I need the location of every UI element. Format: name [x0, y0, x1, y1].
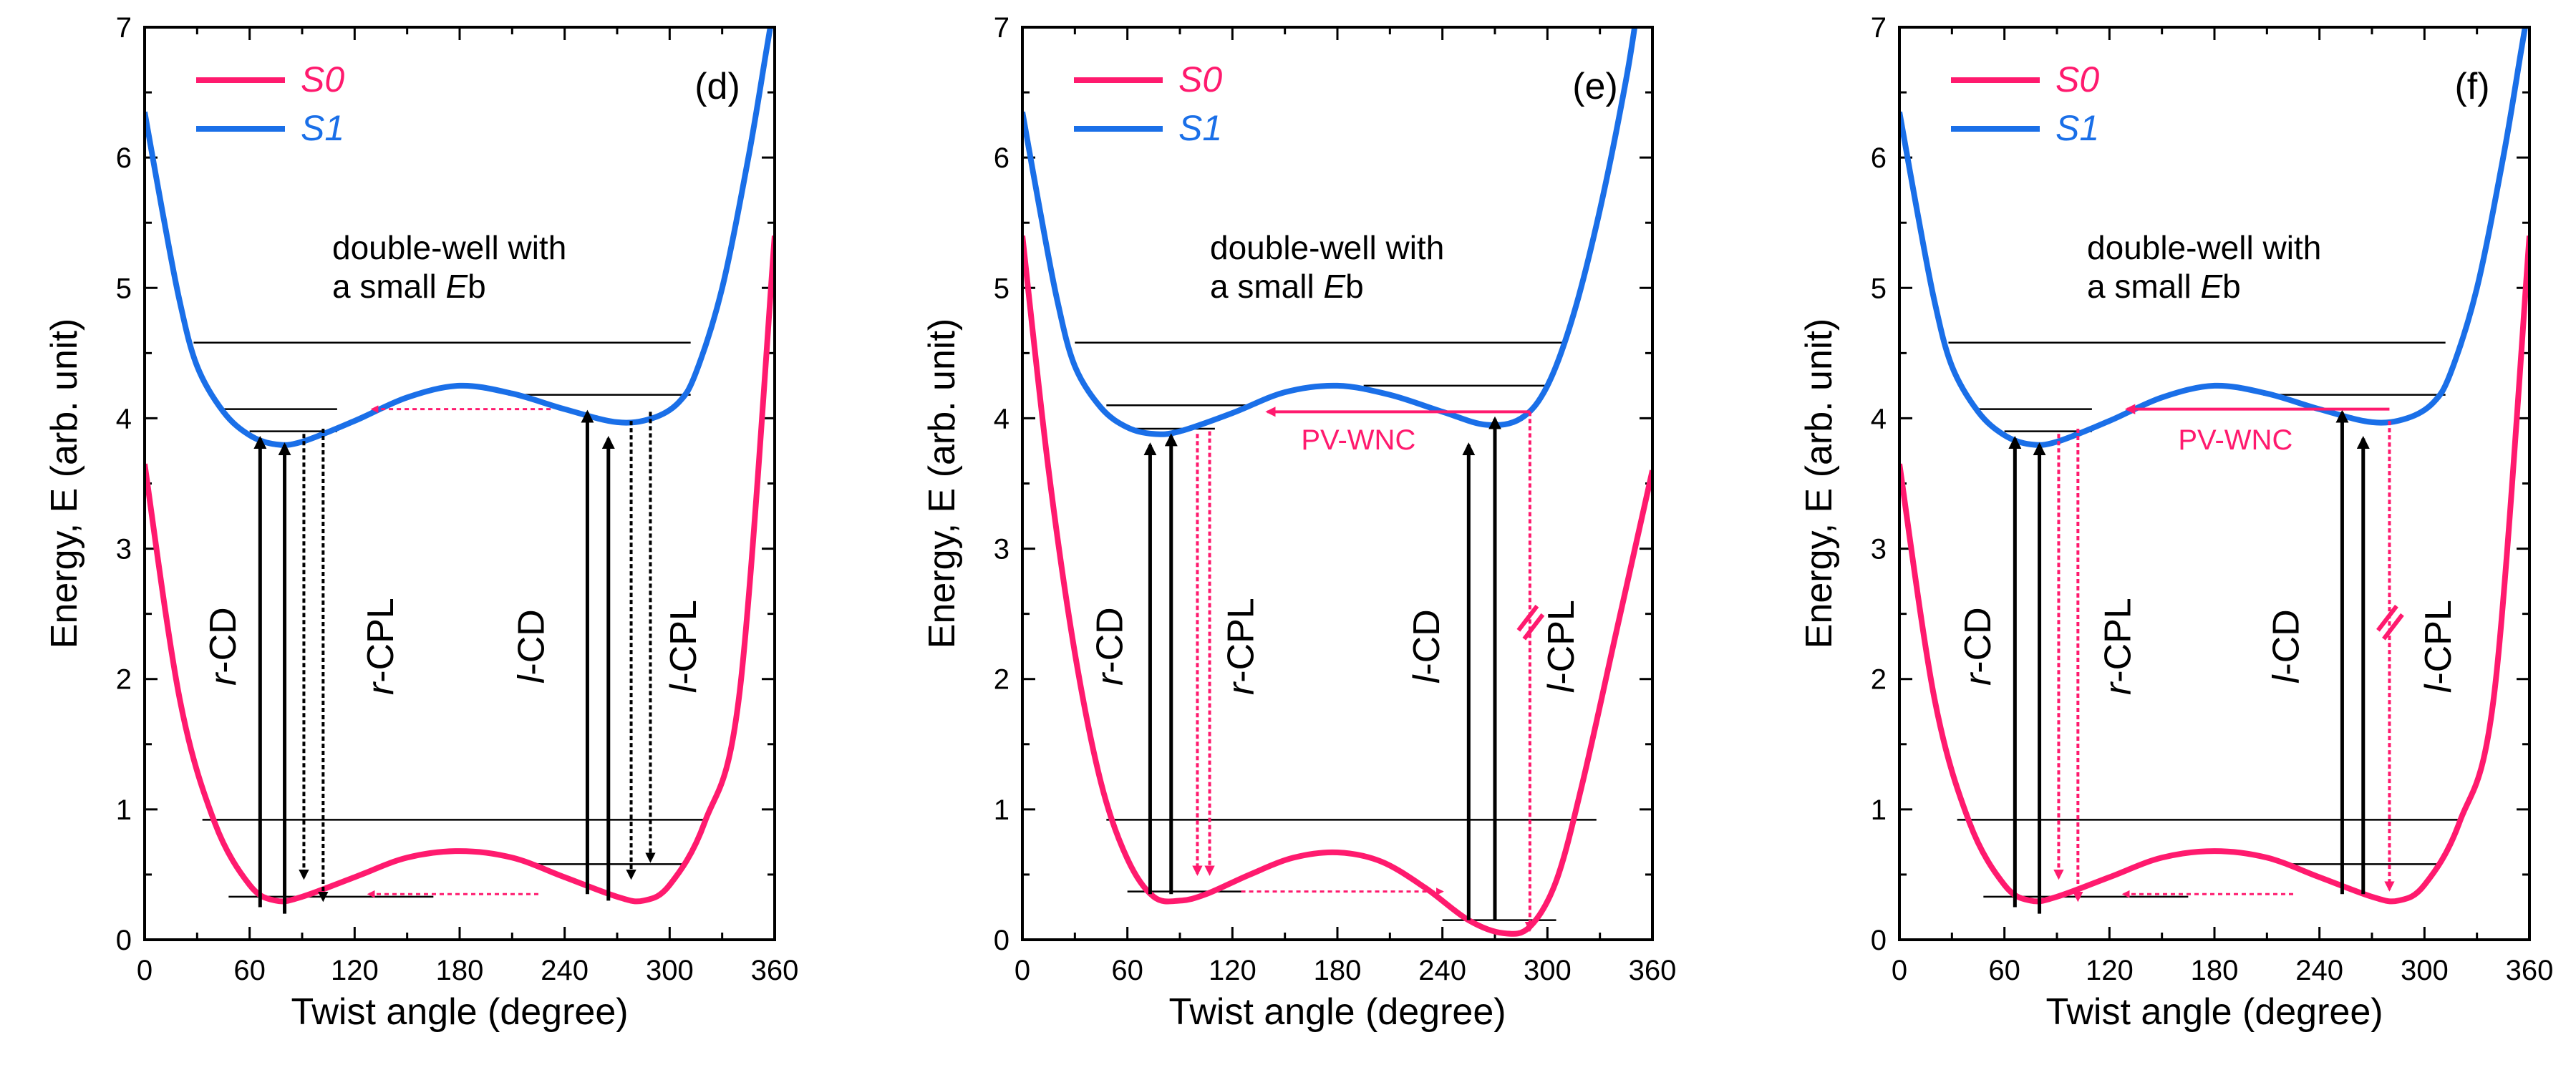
x-tick-label: 60 — [1111, 955, 1143, 986]
x-tick-label: 180 — [1314, 955, 1362, 986]
y-axis-title: Energy, E (arb. unit) — [921, 318, 963, 648]
x-tick-label: 240 — [2295, 955, 2343, 986]
transition-label: l-CPL — [1541, 600, 1582, 693]
y-tick-label: 2 — [994, 664, 1009, 696]
panel-label: (e) — [1572, 66, 1618, 107]
panel-d: 0 60 120 180 240 300 360 0 1 2 3 4 5 6 7 Twist angle (d… — [44, 12, 799, 1033]
y-tick-label: 5 — [116, 273, 132, 304]
panel-label: (f) — [2454, 66, 2489, 107]
legend-s1-label: S1 — [2056, 108, 2099, 148]
panel-e: 0 60 120 180 240 300 360 0 1 2 3 4 5 6 7 Twist angle (d… — [921, 12, 1677, 1033]
transition-label: r-CPL — [2098, 598, 2139, 695]
panel-label: (d) — [694, 66, 740, 107]
x-tick-label: 120 — [1209, 955, 1256, 986]
plot-frame — [1021, 26, 1654, 941]
y-axis-title: Energy, E (arb. unit) — [1798, 318, 1840, 648]
y-tick-label: 7 — [994, 12, 1009, 44]
x-tick-label: 60 — [1988, 955, 2020, 986]
y-tick-label: 4 — [116, 403, 132, 434]
annotation-line-1: double-well with — [332, 229, 566, 266]
y-tick-label: 3 — [116, 534, 132, 565]
panel-f: 0 60 120 180 240 300 360 0 1 2 3 4 5 6 7 Twist angle (d… — [1798, 12, 2554, 1033]
y-tick-label: 5 — [994, 273, 1009, 304]
x-tick-label: 60 — [233, 955, 266, 986]
x-tick-label: 300 — [2401, 955, 2449, 986]
x-tick-label: 360 — [2506, 955, 2554, 986]
y-tick-label: 0 — [116, 925, 132, 956]
y-tick-label: 3 — [1871, 534, 1887, 565]
y-tick-label: 6 — [116, 142, 132, 174]
x-axis-title: Twist angle (degree) — [291, 991, 628, 1033]
x-tick-label: 180 — [436, 955, 484, 986]
y-tick-label: 1 — [1871, 794, 1887, 826]
series-s1-curve — [1022, 27, 1638, 437]
series-s1-curve — [1899, 27, 2528, 448]
transition-label: r-CPL — [1221, 598, 1262, 695]
transition-label: r-CD — [1957, 607, 1999, 686]
series-s0-curve — [1022, 235, 1652, 937]
y-tick-label: 2 — [116, 664, 132, 696]
legend-s0-label: S0 — [1178, 59, 1222, 99]
y-tick-label: 6 — [994, 142, 1009, 174]
annotation-line-2: a small Eb — [1210, 268, 1364, 305]
break-mark — [2382, 613, 2404, 641]
x-tick-label: 240 — [541, 955, 589, 986]
annotation-line-1: double-well with — [1210, 229, 1444, 266]
annotation-line-2: a small Eb — [332, 268, 486, 305]
y-tick-label: 3 — [994, 534, 1009, 565]
plot-frame — [1898, 26, 2531, 941]
x-axis-title: Twist angle (degree) — [2045, 991, 2383, 1033]
pv-wnc-label: PV-WNC — [2178, 424, 2292, 456]
annotation-line-1: double-well with — [2087, 229, 2321, 266]
x-tick-label: 300 — [646, 955, 694, 986]
x-tick-label: 240 — [1418, 955, 1466, 986]
legend-s1-label: S1 — [301, 108, 344, 148]
x-tick-label: 120 — [331, 955, 379, 986]
y-tick-label: 7 — [1871, 12, 1887, 44]
legend-s1-label: S1 — [1178, 108, 1222, 148]
y-tick-label: 0 — [1871, 925, 1887, 956]
transition-label: l-CPL — [663, 600, 704, 693]
y-tick-label: 2 — [1871, 664, 1887, 696]
y-tick-label: 7 — [116, 12, 132, 44]
legend-s0-label: S0 — [2056, 59, 2099, 99]
y-tick-label: 4 — [994, 403, 1009, 434]
y-tick-label: 1 — [116, 794, 132, 826]
transition-label: l-CPL — [2418, 600, 2459, 693]
transition-label: l-CD — [1406, 609, 1448, 684]
break-mark — [2376, 604, 2398, 632]
y-axis-title: Energy, E (arb. unit) — [44, 318, 85, 648]
y-tick-label: 0 — [994, 925, 1009, 956]
annotation-line-2: a small Eb — [2087, 268, 2241, 305]
transition-label: r-CD — [203, 607, 244, 686]
x-tick-label: 300 — [1524, 955, 1572, 986]
transition-label: l-CD — [510, 609, 552, 684]
break-mark — [1522, 613, 1545, 641]
transition-label: r-CPL — [360, 598, 402, 695]
x-tick-label: 120 — [2086, 955, 2134, 986]
x-tick-label: 360 — [1629, 955, 1677, 986]
x-tick-label: 0 — [137, 955, 152, 986]
y-tick-label: 1 — [994, 794, 1009, 826]
y-tick-label: 4 — [1871, 403, 1887, 434]
y-tick-label: 6 — [1871, 142, 1887, 174]
transition-label: l-CD — [2265, 609, 2307, 684]
plot-frame — [143, 26, 776, 941]
series-s0-curve — [145, 235, 775, 905]
x-axis-title: Twist angle (degree) — [1168, 991, 1506, 1033]
series-s1-curve — [145, 27, 773, 448]
pv-wnc-label: PV-WNC — [1301, 424, 1415, 456]
x-tick-label: 0 — [1015, 955, 1030, 986]
transition-label: r-CD — [1089, 607, 1130, 686]
y-tick-label: 5 — [1871, 273, 1887, 304]
break-mark — [1516, 604, 1539, 632]
legend-s0-label: S0 — [301, 59, 344, 99]
x-tick-label: 180 — [2191, 955, 2239, 986]
series-s0-curve — [1899, 235, 2529, 905]
x-tick-label: 0 — [1892, 955, 1907, 986]
x-tick-label: 360 — [751, 955, 799, 986]
